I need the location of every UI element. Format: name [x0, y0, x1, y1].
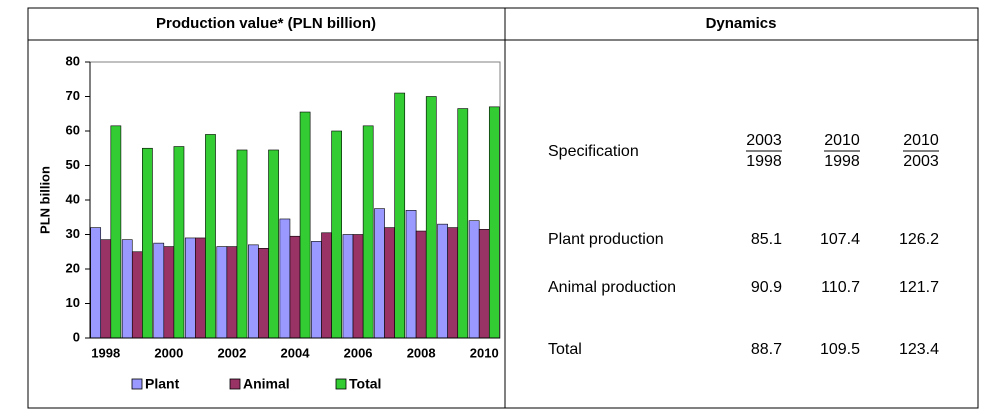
bar: [488, 106, 500, 339]
bar: [457, 108, 469, 339]
row-label: Plant production: [548, 231, 664, 248]
bar: [153, 242, 165, 339]
y-tick-label: 20: [66, 260, 80, 275]
x-tick-label: 2010: [470, 345, 499, 360]
bar: [447, 227, 459, 339]
x-tick-label: 2006: [344, 345, 373, 360]
row-value: 121.7: [899, 279, 939, 296]
row-label: Total: [548, 341, 582, 358]
bar: [331, 130, 342, 339]
x-tick-label: 2002: [217, 345, 246, 360]
bar: [195, 237, 206, 339]
bar: [279, 218, 291, 339]
row-value: 110.7: [821, 279, 860, 296]
row-value: 109.5: [820, 341, 860, 358]
bar: [121, 239, 133, 339]
legend-swatch: [229, 378, 241, 390]
bar: [394, 92, 406, 339]
bar: [321, 232, 332, 339]
bar: [226, 246, 238, 339]
row-value: 90.9: [751, 279, 782, 296]
row-value: 107.4: [820, 231, 860, 248]
x-tick-label: 2004: [281, 345, 311, 360]
x-tick-label: 1998: [91, 345, 120, 360]
bar: [342, 234, 354, 339]
bar: [384, 227, 395, 339]
bar: [142, 147, 153, 339]
bar: [289, 235, 301, 339]
y-tick-label: 80: [66, 53, 80, 68]
bar: [258, 248, 269, 339]
legend-swatch: [335, 378, 347, 390]
table-border: [27, 7, 979, 409]
bar: [184, 237, 196, 339]
y-tick-label: 10: [66, 295, 80, 310]
bar: [248, 244, 259, 339]
row-value: 126.2: [899, 231, 939, 248]
bar: [90, 227, 102, 339]
y-tick-label: 70: [66, 88, 80, 103]
row-value: 123.4: [899, 341, 939, 358]
column-denominator: 1998: [746, 153, 782, 170]
y-axis-label: PLN billion: [37, 166, 52, 234]
bar: [110, 125, 122, 339]
bar: [205, 134, 216, 339]
y-tick-label: 60: [66, 122, 80, 137]
x-tick-label: 2000: [154, 345, 183, 360]
y-tick-label: 30: [66, 226, 80, 241]
row-value: 88.7: [751, 341, 782, 358]
column-numerator: 2010: [903, 132, 939, 149]
bar: [415, 230, 427, 339]
bar: [468, 220, 480, 339]
x-tick-label: 2008: [407, 345, 436, 360]
bar: [163, 246, 175, 339]
bar: [437, 223, 448, 339]
y-tick-label: 0: [73, 329, 80, 344]
bar: [173, 146, 185, 339]
bar: [478, 229, 490, 339]
bar: [268, 149, 279, 339]
bar: [311, 241, 322, 339]
dynamics-title: Dynamics: [706, 15, 777, 32]
column-numerator: 2003: [746, 132, 782, 149]
bar: [405, 210, 417, 339]
bar: [374, 208, 385, 339]
column-numerator: 2010: [824, 132, 860, 149]
spec-header: Specification: [548, 143, 639, 160]
column-denominator: 2003: [903, 153, 939, 170]
legend-swatch: [131, 378, 143, 390]
chart-title: Production value* (PLN billion): [156, 15, 376, 32]
row-value: 85.1: [751, 231, 782, 248]
bar: [236, 149, 248, 339]
bar: [100, 239, 112, 339]
y-tick-label: 40: [66, 191, 80, 206]
bar: [425, 96, 437, 339]
bar: [131, 251, 143, 339]
y-tick-label: 50: [66, 157, 80, 172]
legend-label: Animal: [243, 376, 290, 392]
bar: [216, 246, 228, 339]
legend-label: Plant: [145, 376, 180, 392]
bar: [362, 125, 374, 339]
bar: [352, 234, 364, 339]
row-label: Animal production: [548, 279, 676, 296]
legend-label: Total: [349, 376, 381, 392]
bar: [299, 111, 311, 339]
column-denominator: 1998: [824, 153, 860, 170]
